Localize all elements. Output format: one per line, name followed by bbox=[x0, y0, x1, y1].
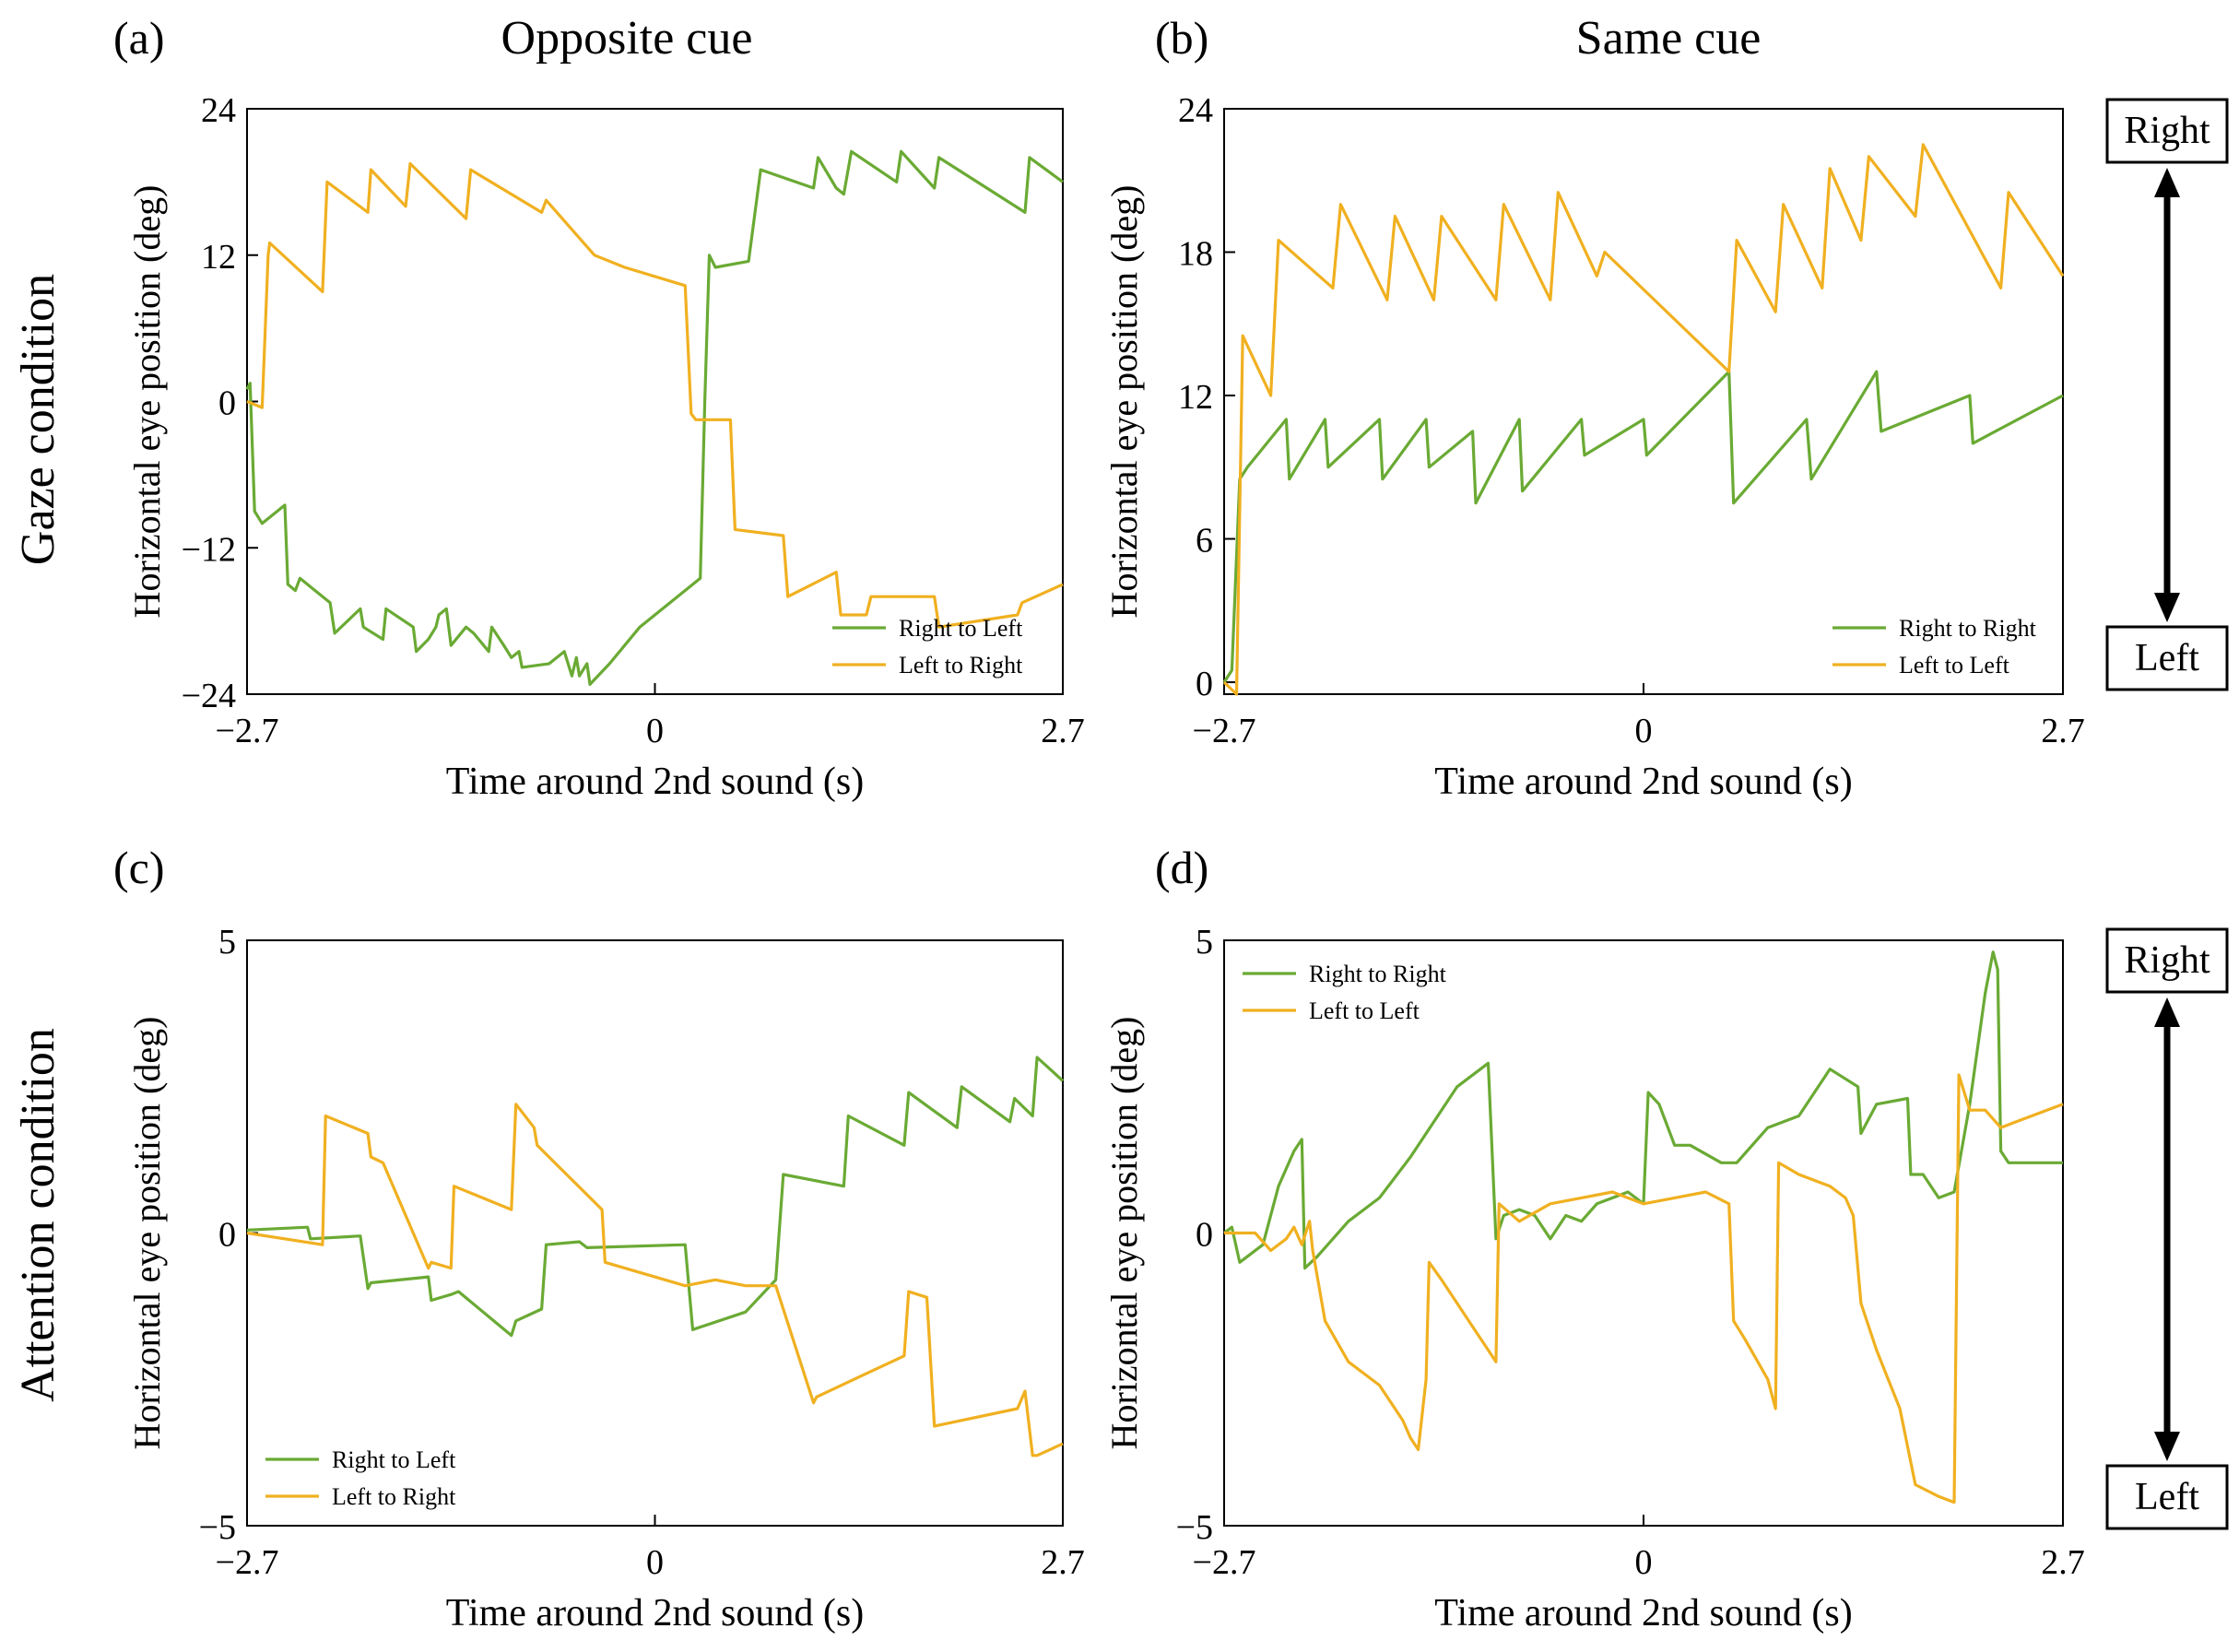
y-tick-label: −5 bbox=[1176, 1508, 1213, 1547]
series-line-right-to-right bbox=[1222, 370, 2064, 683]
x-tick-label: 2.7 bbox=[1041, 712, 1085, 750]
legend-label: Right to Left bbox=[332, 1446, 456, 1473]
x-tick-label: 0 bbox=[646, 1543, 664, 1582]
x-axis-label: Time around 2nd sound (s) bbox=[1434, 761, 1852, 803]
chart-panel-c: −5 0 5 −2.7 0 2.7 Time around 2nd sound (s) Hor… bbox=[126, 923, 1085, 1634]
series-line-left-to-left bbox=[1222, 143, 2065, 696]
x-tick-label: 2.7 bbox=[2041, 712, 2085, 750]
x-tick-label: −2.7 bbox=[216, 1543, 279, 1582]
x-axis-label: Time around 2nd sound (s) bbox=[446, 761, 864, 803]
x-tick-label: 2.7 bbox=[2041, 1543, 2085, 1582]
plot-frame bbox=[1223, 108, 2064, 695]
y-axis-label: Horizontal eye position (deg) bbox=[126, 185, 168, 619]
y-tick-label: 24 bbox=[201, 91, 236, 130]
arrow-head-up-icon bbox=[2154, 168, 2180, 197]
series-line-left-to-left bbox=[1224, 1073, 2064, 1504]
x-tick-label: 0 bbox=[646, 712, 664, 750]
legend: Right to Right Left to Left bbox=[1832, 615, 2037, 678]
legend-label: Right to Right bbox=[1899, 615, 2037, 642]
x-axis-label: Time around 2nd sound (s) bbox=[1434, 1592, 1852, 1634]
series-line-left-to-right bbox=[246, 1103, 1064, 1457]
legend-label: Left to Left bbox=[1899, 652, 2010, 678]
plot-frame bbox=[246, 939, 1064, 1527]
direction-label-left-bottom: Left bbox=[2135, 1476, 2199, 1518]
y-tick-label: 18 bbox=[1178, 235, 1213, 274]
y-tick-label: 5 bbox=[1196, 923, 1213, 962]
chart-panel-d: −5 0 5 −2.7 0 2.7 Time around 2nd sound (s) Hor… bbox=[1103, 923, 2085, 1634]
y-tick-label: −5 bbox=[199, 1508, 236, 1547]
y-tick-label: 24 bbox=[1178, 91, 1213, 130]
direction-indicator-bottom: Right Left bbox=[2105, 927, 2229, 1530]
direction-label-left-top: Left bbox=[2135, 637, 2199, 679]
direction-box-left-top bbox=[2105, 625, 2229, 691]
direction-label-right-bottom: Right bbox=[2124, 939, 2210, 982]
y-axis-label: Horizontal eye position (deg) bbox=[1103, 1017, 1145, 1450]
legend-label: Right to Left bbox=[899, 615, 1023, 642]
direction-indicator-top: Right Left bbox=[2105, 98, 2229, 691]
series-line-right-to-left bbox=[246, 1056, 1065, 1338]
panel-label-b: (b) bbox=[1155, 12, 1208, 64]
legend: Right to Left Left to Right bbox=[265, 1446, 456, 1510]
chart-panel-b: 0 6 12 18 24 −2.7 0 2.7 Time around 2nd sound (s… bbox=[1103, 91, 2085, 803]
y-axis-label: Horizontal eye position (deg) bbox=[1103, 185, 1145, 619]
row-title-attention: Attention condition bbox=[12, 1028, 65, 1402]
x-tick-label: 0 bbox=[1635, 1543, 1653, 1582]
y-tick-label: 0 bbox=[218, 1216, 236, 1255]
legend: Right to Right Left to Left bbox=[1243, 961, 1447, 1024]
arrow-head-down-icon bbox=[2154, 593, 2180, 622]
arrow-head-up-icon bbox=[2154, 997, 2180, 1027]
col-title-opposite-cue: Opposite cue bbox=[501, 12, 753, 65]
direction-box-right-top bbox=[2105, 98, 2229, 164]
series-line-right-to-left bbox=[245, 149, 1064, 687]
col-title-same-cue: Same cue bbox=[1576, 12, 1762, 65]
legend: Right to Left Left to Right bbox=[832, 615, 1023, 678]
x-tick-label: 0 bbox=[1635, 712, 1653, 750]
legend-label: Right to Right bbox=[1309, 961, 1447, 987]
legend-label: Left to Right bbox=[332, 1483, 456, 1510]
legend-label: Left to Right bbox=[899, 652, 1023, 678]
direction-label-right-top: Right bbox=[2124, 110, 2210, 152]
y-tick-label: 0 bbox=[1196, 665, 1213, 703]
x-tick-label: −2.7 bbox=[1193, 712, 1256, 750]
direction-box-right-bottom bbox=[2105, 927, 2229, 994]
legend-label: Left to Left bbox=[1309, 997, 1420, 1024]
x-tick-label: 2.7 bbox=[1041, 1543, 1085, 1582]
y-tick-label: 12 bbox=[201, 238, 236, 277]
y-tick-label: 5 bbox=[218, 923, 236, 962]
y-tick-label: −24 bbox=[182, 677, 236, 715]
row-title-gaze: Gaze condition bbox=[12, 274, 65, 565]
x-axis-label: Time around 2nd sound (s) bbox=[446, 1592, 864, 1634]
y-tick-label: 6 bbox=[1196, 522, 1213, 560]
series-line-left-to-right bbox=[246, 161, 1064, 629]
x-tick-label: −2.7 bbox=[216, 712, 279, 750]
y-tick-label: 0 bbox=[218, 384, 236, 423]
direction-box-left-bottom bbox=[2105, 1464, 2229, 1530]
y-tick-label: −12 bbox=[182, 530, 236, 569]
panel-label-c: (c) bbox=[113, 842, 165, 893]
panel-label-a: (a) bbox=[113, 12, 165, 64]
y-tick-label: 0 bbox=[1196, 1216, 1213, 1255]
arrow-head-down-icon bbox=[2154, 1432, 2180, 1461]
plot-frame bbox=[1223, 939, 2064, 1527]
y-axis-label: Horizontal eye position (deg) bbox=[126, 1017, 168, 1450]
chart-panels: −24 −12 0 12 24 −2.7 0 2.7 Time around 2nd sound… bbox=[126, 91, 2085, 1634]
chart-panel-a: −24 −12 0 12 24 −2.7 0 2.7 Time around 2nd sound… bbox=[126, 91, 1085, 803]
panel-label-d: (d) bbox=[1155, 842, 1208, 893]
y-tick-label: 12 bbox=[1178, 378, 1213, 417]
x-tick-label: −2.7 bbox=[1193, 1543, 1256, 1582]
